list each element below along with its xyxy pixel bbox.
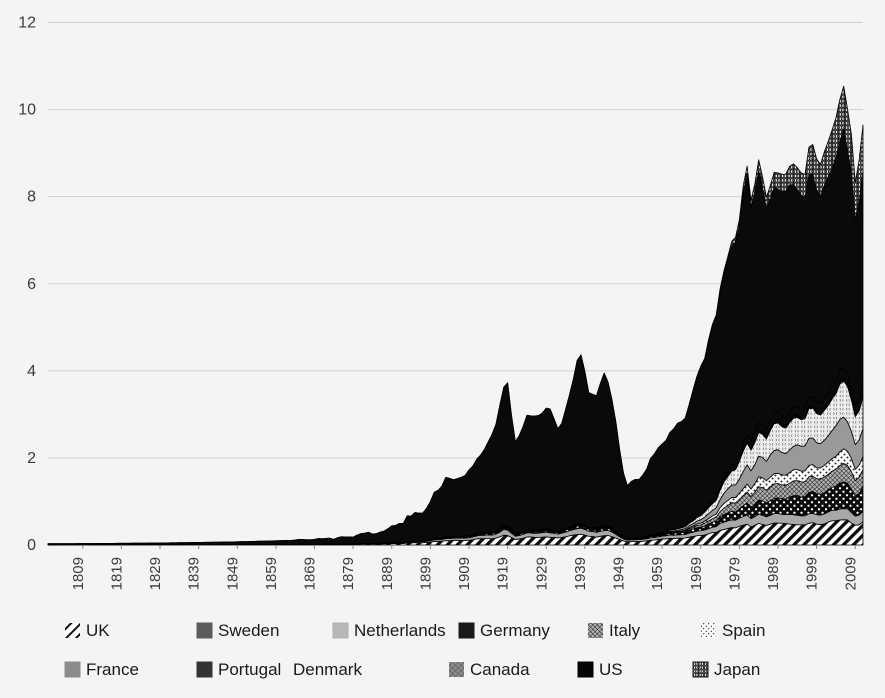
svg-text:1889: 1889 [379, 557, 396, 590]
svg-text:1989: 1989 [765, 557, 782, 590]
svg-text:1909: 1909 [456, 557, 473, 590]
svg-text:1929: 1929 [533, 557, 550, 590]
svg-text:1939: 1939 [572, 557, 589, 590]
svg-text:Japan: Japan [714, 660, 760, 679]
svg-text:1869: 1869 [302, 557, 319, 590]
svg-text:Netherlands: Netherlands [354, 621, 446, 640]
svg-text:8: 8 [27, 189, 36, 206]
svg-text:1839: 1839 [186, 557, 203, 590]
svg-text:Sweden: Sweden [218, 621, 279, 640]
svg-text:US: US [599, 660, 623, 679]
svg-text:1879: 1879 [340, 557, 357, 590]
svg-text:1809: 1809 [70, 557, 87, 590]
svg-text:1979: 1979 [726, 557, 743, 590]
svg-text:1849: 1849 [224, 557, 241, 590]
svg-text:Germany: Germany [480, 621, 550, 640]
svg-text:1949: 1949 [611, 557, 628, 590]
svg-text:1829: 1829 [147, 557, 164, 590]
svg-text:2009: 2009 [842, 557, 859, 590]
svg-text:UK: UK [86, 621, 110, 640]
svg-text:1999: 1999 [804, 557, 821, 590]
svg-text:1919: 1919 [495, 557, 512, 590]
svg-text:1959: 1959 [649, 557, 666, 590]
svg-text:0: 0 [27, 537, 36, 554]
svg-text:Spain: Spain [722, 621, 765, 640]
svg-text:1899: 1899 [417, 557, 434, 590]
svg-text:10: 10 [18, 102, 36, 119]
svg-text:6: 6 [27, 276, 36, 293]
svg-text:1969: 1969 [688, 557, 705, 590]
svg-text:Denmark: Denmark [293, 660, 362, 679]
svg-text:4: 4 [27, 363, 36, 380]
svg-text:1819: 1819 [108, 557, 125, 590]
svg-text:12: 12 [18, 15, 36, 32]
svg-text:Portugal: Portugal [218, 660, 281, 679]
svg-text:Italy: Italy [609, 621, 641, 640]
svg-text:Canada: Canada [470, 660, 530, 679]
svg-text:2: 2 [27, 450, 36, 467]
svg-text:France: France [86, 660, 139, 679]
svg-text:1859: 1859 [263, 557, 280, 590]
